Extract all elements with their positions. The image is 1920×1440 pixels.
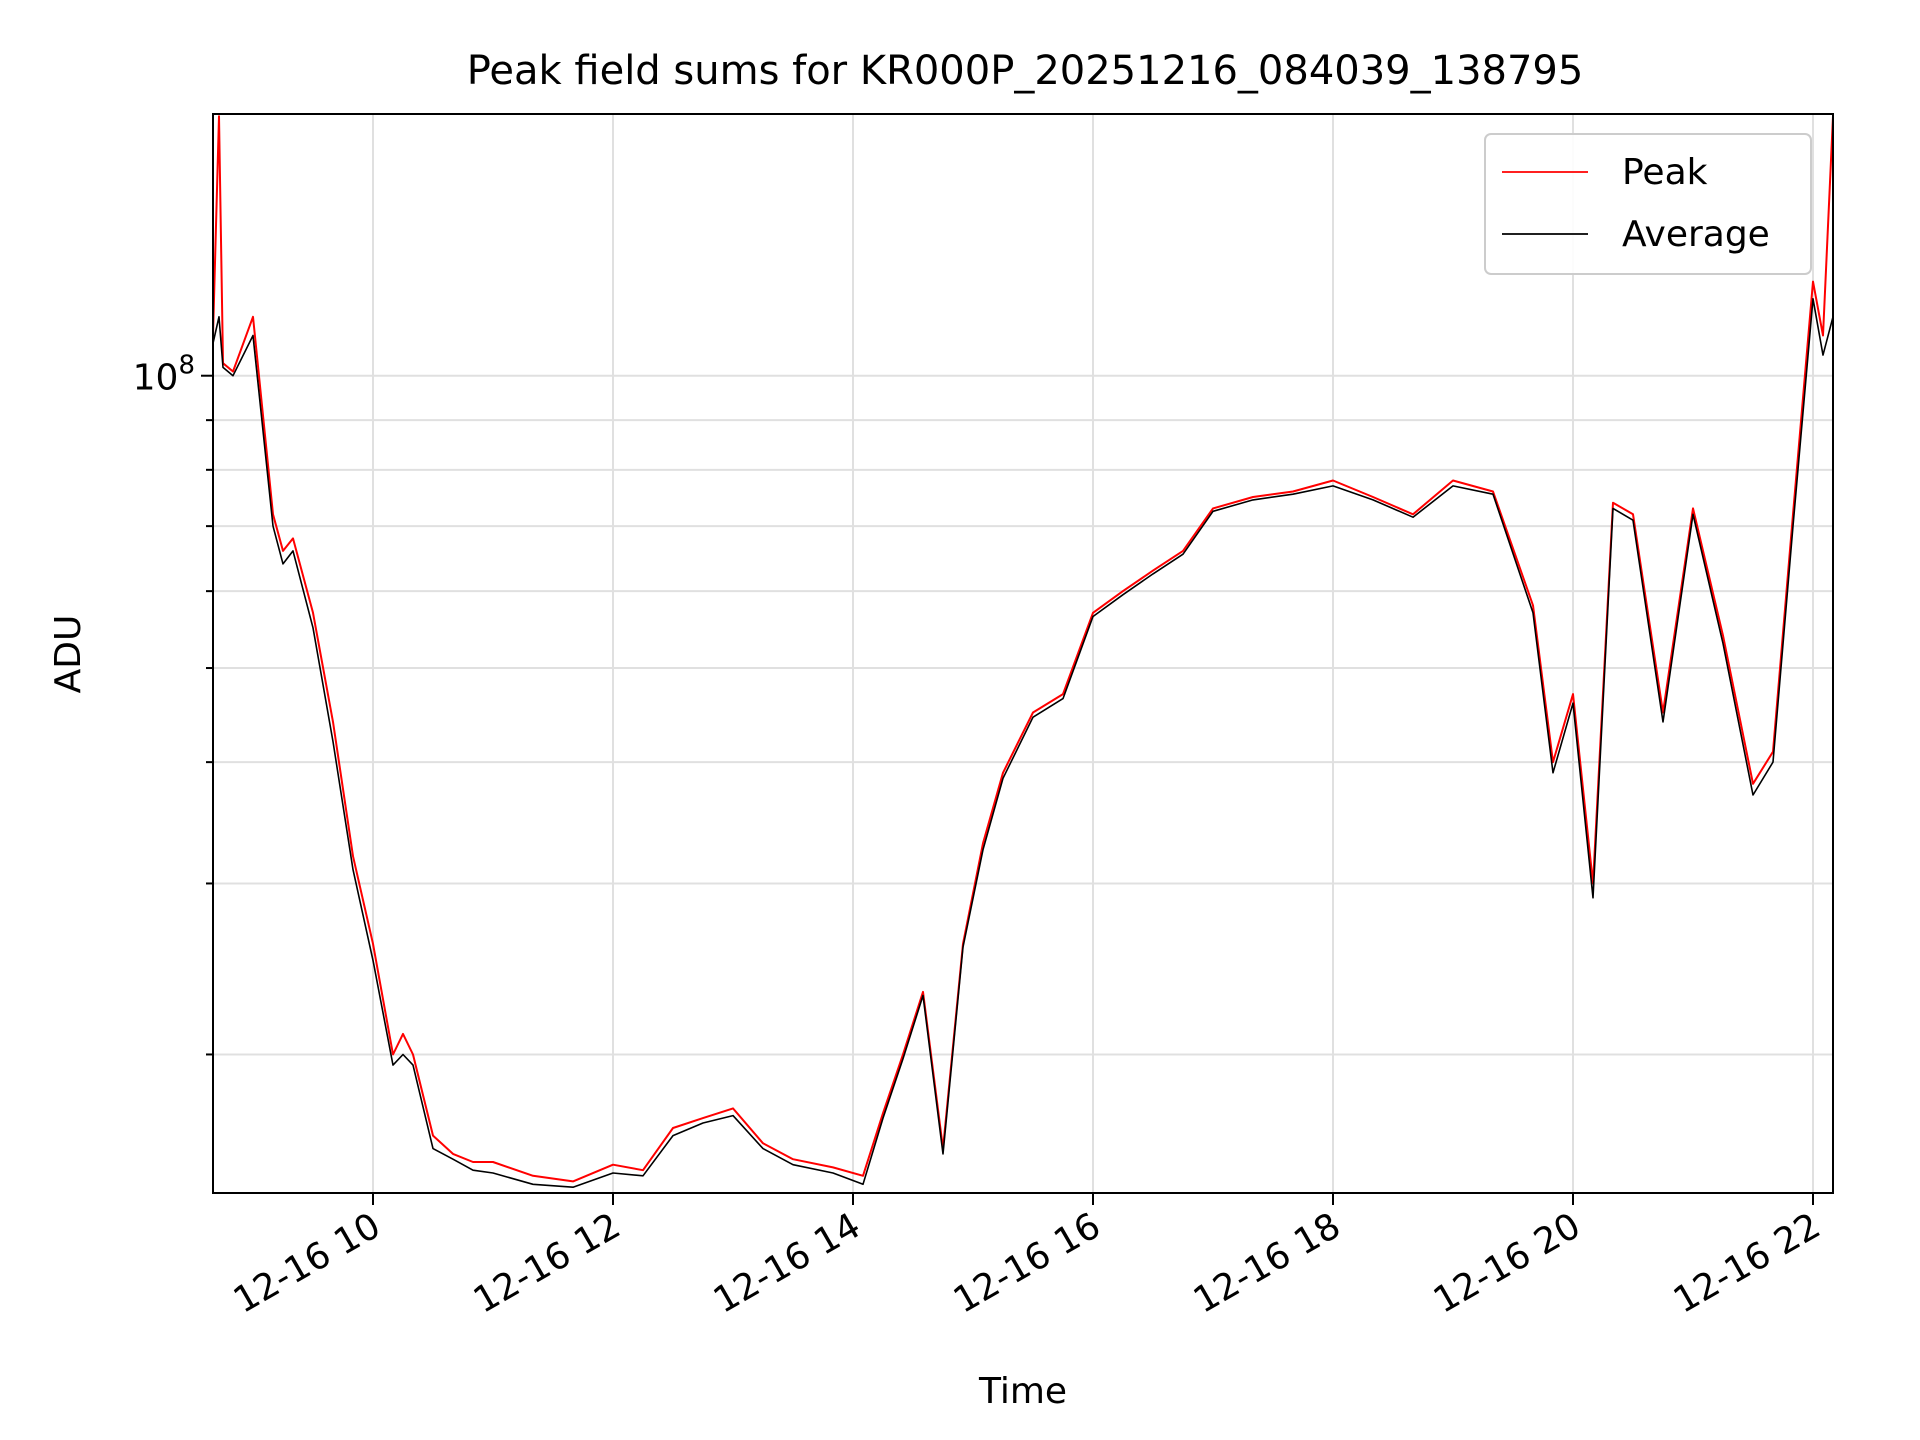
- legend: Peak Average: [1484, 133, 1812, 275]
- legend-box: [1484, 133, 1812, 275]
- series-group: [213, 115, 1833, 1188]
- plot-frame: [212, 113, 1834, 1194]
- y-axis: 108: [133, 351, 213, 1056]
- chart-title: Peak field sums for KR000P_20251216_0840…: [467, 48, 1584, 94]
- legend-average-label: Average: [1622, 214, 1770, 255]
- y-tick-label: 108: [133, 351, 195, 399]
- series-line-average: [213, 297, 1833, 1188]
- y-axis-label: ADU: [48, 615, 89, 694]
- legend-peak-label: Peak: [1622, 152, 1708, 193]
- x-axis-label: Time: [978, 1371, 1067, 1412]
- grid-lines: [213, 114, 1833, 1193]
- plot-area: [213, 115, 1833, 1188]
